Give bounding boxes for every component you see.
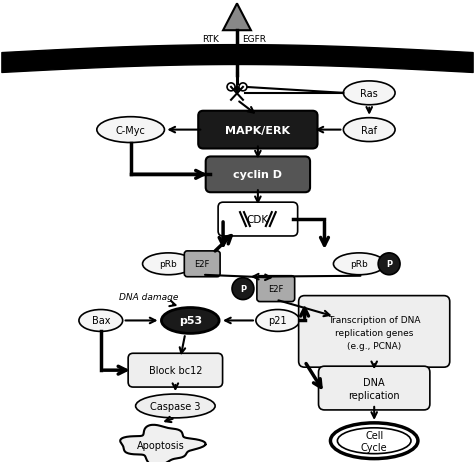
Ellipse shape bbox=[97, 118, 164, 143]
Text: RTK: RTK bbox=[202, 35, 219, 44]
FancyBboxPatch shape bbox=[319, 366, 430, 410]
Text: E2F: E2F bbox=[194, 260, 210, 269]
FancyBboxPatch shape bbox=[206, 157, 310, 193]
Text: Caspase 3: Caspase 3 bbox=[150, 401, 201, 411]
Ellipse shape bbox=[343, 119, 395, 142]
Text: p21: p21 bbox=[268, 316, 287, 326]
Polygon shape bbox=[223, 4, 251, 31]
Ellipse shape bbox=[343, 82, 395, 106]
Text: DNA damage: DNA damage bbox=[119, 293, 178, 301]
Text: C-Myc: C-Myc bbox=[116, 125, 146, 135]
Text: CDK: CDK bbox=[247, 215, 269, 225]
Ellipse shape bbox=[162, 308, 219, 334]
Polygon shape bbox=[120, 425, 206, 463]
Ellipse shape bbox=[378, 253, 400, 275]
Ellipse shape bbox=[79, 310, 123, 332]
Text: P: P bbox=[240, 285, 246, 294]
Text: MAPK/ERK: MAPK/ERK bbox=[225, 125, 291, 135]
Text: Ras: Ras bbox=[360, 88, 378, 99]
Text: replication: replication bbox=[348, 390, 400, 400]
Text: cyclin D: cyclin D bbox=[233, 170, 283, 180]
Text: replication genes: replication genes bbox=[335, 328, 413, 337]
Ellipse shape bbox=[256, 310, 300, 332]
Ellipse shape bbox=[227, 84, 235, 92]
Text: Block bc12: Block bc12 bbox=[149, 365, 202, 375]
Text: E2F: E2F bbox=[268, 285, 283, 294]
Text: Raf: Raf bbox=[361, 125, 377, 135]
Ellipse shape bbox=[232, 278, 254, 300]
Ellipse shape bbox=[330, 423, 418, 459]
Text: Cycle: Cycle bbox=[361, 442, 388, 452]
Text: EGFR: EGFR bbox=[242, 35, 266, 44]
Text: p53: p53 bbox=[179, 316, 202, 326]
FancyBboxPatch shape bbox=[184, 251, 220, 277]
Ellipse shape bbox=[337, 428, 411, 454]
Ellipse shape bbox=[143, 253, 194, 275]
FancyBboxPatch shape bbox=[299, 296, 450, 367]
FancyBboxPatch shape bbox=[218, 203, 298, 237]
Ellipse shape bbox=[136, 394, 215, 418]
FancyBboxPatch shape bbox=[128, 353, 223, 387]
Text: Bax: Bax bbox=[91, 316, 110, 326]
Text: (e.g., PCNA): (e.g., PCNA) bbox=[347, 341, 401, 350]
FancyBboxPatch shape bbox=[198, 112, 318, 149]
Text: DNA: DNA bbox=[364, 377, 385, 387]
Text: Cell: Cell bbox=[365, 430, 383, 440]
Text: pRb: pRb bbox=[350, 260, 368, 269]
Ellipse shape bbox=[239, 84, 247, 92]
Text: Transcription of DNA: Transcription of DNA bbox=[328, 315, 420, 324]
Text: P: P bbox=[386, 260, 392, 269]
Text: pRb: pRb bbox=[160, 260, 177, 269]
FancyBboxPatch shape bbox=[257, 276, 295, 302]
Text: Apoptosis: Apoptosis bbox=[137, 440, 184, 450]
Ellipse shape bbox=[333, 253, 385, 275]
